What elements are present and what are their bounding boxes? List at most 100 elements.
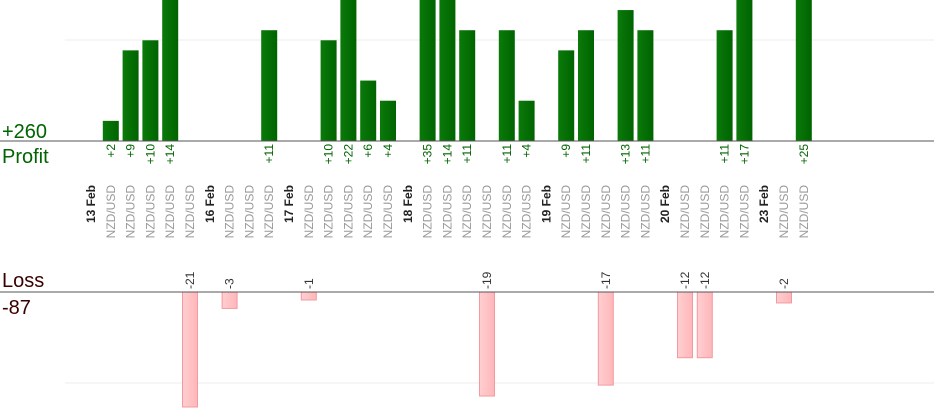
profit-value-label: +14 [440, 144, 454, 165]
pair-label: NZD/USD [698, 185, 712, 239]
loss-bar [479, 291, 495, 397]
pair-label: NZD/USD [500, 185, 514, 239]
profit-total: +260 [2, 121, 47, 143]
pair-label: NZD/USD [460, 185, 474, 239]
profit-bar [320, 40, 337, 141]
profit-label: Profit [2, 146, 49, 168]
profit-bar [102, 120, 119, 141]
pair-label: NZD/USD [124, 185, 138, 239]
pair-label: NZD/USD [242, 185, 256, 239]
pair-label: NZD/USD [421, 185, 435, 239]
loss-bar [677, 291, 693, 359]
profit-value-label: +6 [361, 144, 375, 158]
profit-bar [419, 0, 436, 141]
date-label: 13 Feb [84, 185, 98, 223]
profit-bar [617, 10, 634, 142]
date-label: 23 Feb [757, 185, 771, 223]
profit-value-label: +13 [619, 144, 633, 165]
profit-bar [558, 50, 575, 141]
loss-bar [696, 291, 713, 359]
profit-bar [716, 30, 733, 141]
pair-label: NZD/USD [302, 185, 316, 239]
date-label: 16 Feb [203, 185, 217, 223]
profit-value-label: +17 [737, 144, 751, 165]
profit-bar [360, 80, 377, 141]
profit-value-label: +11 [460, 144, 474, 164]
loss-value-label: -12 [698, 271, 712, 289]
loss-value-label: -1 [302, 278, 316, 289]
date-label: 19 Feb [539, 185, 553, 223]
profit-bar [380, 100, 396, 141]
pair-label: NZD/USD [797, 185, 811, 239]
loss-bar [221, 291, 238, 309]
profit-bar [122, 50, 139, 141]
profit-bar [498, 30, 515, 141]
labels: 13 Feb NZD/USD +2 NZD/USD +9 NZD/USD +10 NZD/US… [84, 144, 811, 289]
profit-value-label: +22 [341, 144, 355, 165]
loss-bar [776, 291, 792, 304]
loss-bar [597, 291, 614, 386]
date-label: 18 Feb [401, 185, 415, 223]
profit-value-label: +10 [143, 144, 157, 165]
pair-label: NZD/USD [163, 185, 177, 239]
profit-bar [736, 0, 753, 141]
profit-value-label: +4 [381, 144, 395, 158]
loss-value-label: -21 [183, 271, 197, 289]
pair-label: NZD/USD [143, 185, 157, 239]
loss-bar [182, 291, 198, 408]
profit-bar [637, 30, 654, 141]
pair-label: NZD/USD [520, 185, 534, 239]
loss-total: -87 [2, 297, 31, 319]
pair-label: NZD/USD [262, 185, 276, 239]
profit-value-label: +10 [322, 144, 336, 165]
profit-value-label: +11 [500, 144, 514, 164]
profit-bar [459, 30, 476, 141]
pair-label: NZD/USD [737, 185, 751, 239]
loss-value-label: -17 [599, 271, 613, 289]
profit-bar [162, 0, 179, 141]
loss-value-label: -19 [480, 271, 494, 289]
pair-label: NZD/USD [361, 185, 375, 239]
pair-label: NZD/USD [777, 185, 791, 239]
pair-label: NZD/USD [619, 185, 633, 239]
profit-value-label: +14 [163, 144, 177, 165]
profit-value-label: +4 [520, 144, 534, 158]
pair-label: NZD/USD [638, 185, 652, 239]
profit-value-label: +11 [262, 144, 276, 164]
pair-label: NZD/USD [104, 185, 118, 239]
pair-label: NZD/USD [440, 185, 454, 239]
pair-label: NZD/USD [599, 185, 613, 239]
pair-label: NZD/USD [678, 185, 692, 239]
profit-value-label: +2 [104, 144, 118, 158]
date-label: 17 Feb [282, 185, 296, 223]
pair-label: NZD/USD [718, 185, 732, 239]
profit-value-label: +25 [797, 144, 811, 165]
bars [102, 0, 812, 408]
pair-label: NZD/USD [579, 185, 593, 239]
loss-value-label: -2 [777, 278, 791, 289]
profit-value-label: +11 [718, 144, 732, 164]
pair-label: NZD/USD [559, 185, 573, 239]
pair-label: NZD/USD [341, 185, 355, 239]
loss-bar [300, 291, 317, 301]
profit-value-label: +11 [579, 144, 593, 164]
pair-label: NZD/USD [322, 185, 336, 239]
profit-value-label: +35 [421, 144, 435, 165]
pair-label: NZD/USD [480, 185, 494, 239]
loss-label: Loss [2, 270, 44, 292]
pair-label: NZD/USD [183, 185, 197, 239]
pair-label: NZD/USD [223, 185, 237, 239]
profit-bar [518, 100, 535, 141]
loss-value-label: -3 [223, 278, 237, 289]
profit-bar [142, 40, 159, 141]
profit-bar [795, 0, 812, 141]
profit-value-label: +9 [124, 144, 138, 158]
pair-label: NZD/USD [381, 185, 395, 239]
profit-bar [340, 0, 357, 141]
profit-bar [439, 0, 456, 141]
profit-bar [578, 30, 594, 141]
profit-value-label: +9 [559, 144, 573, 158]
loss-value-label: -12 [678, 271, 692, 289]
axes [0, 140, 934, 293]
